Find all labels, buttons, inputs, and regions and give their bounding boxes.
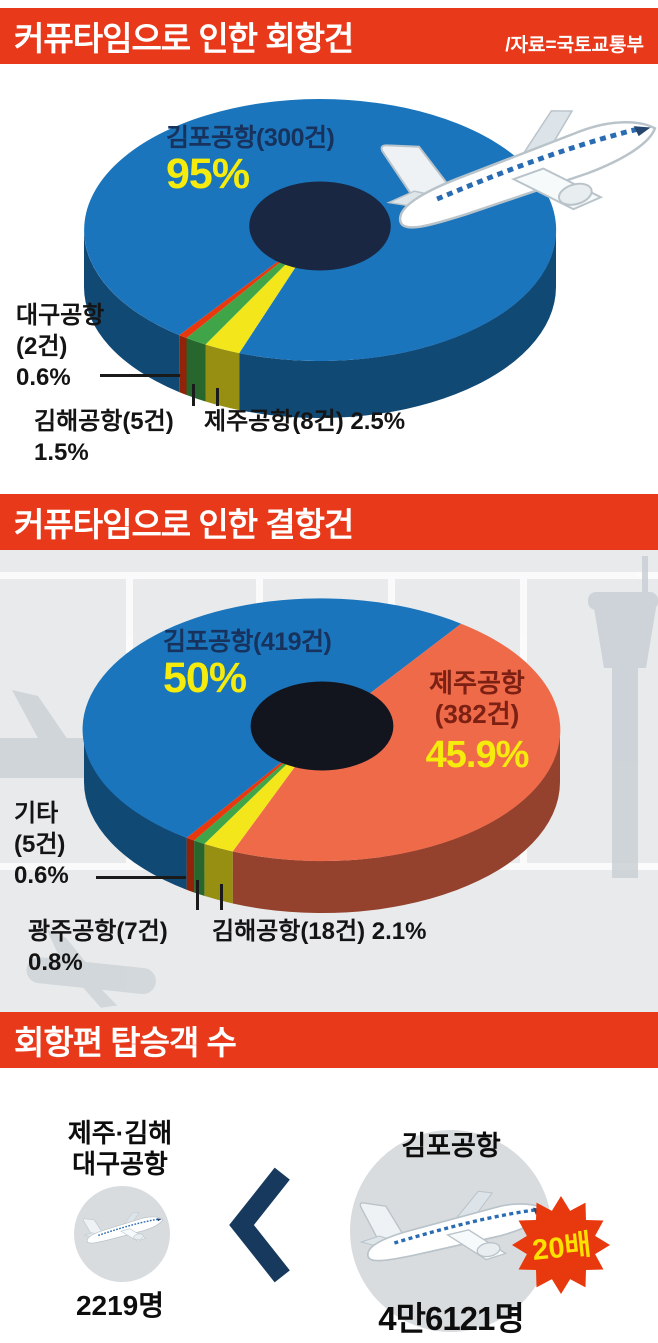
source-credit: /자료=국토교통부 (505, 35, 644, 56)
daegu-leader-line (100, 374, 180, 377)
gimhae-callout: 김해공항(5건) 1.5% (34, 406, 174, 468)
small-group-label-line2: 대구공항 (72, 1149, 168, 1179)
gimhae-name: 김해공항(5건) (34, 408, 174, 435)
section-title-passengers: 회항편 탑승객 수 (14, 1024, 237, 1061)
gimpo-divert-label: 김포공항(300건) (166, 124, 335, 152)
etc-name: 기타 (14, 800, 59, 827)
section-header-divert: 커퓨타임으로 인한 회항건 /자료=국토교통부 (0, 8, 658, 64)
etc-pct: 0.6% (14, 862, 69, 889)
small-group-value: 2219명 (75, 1290, 165, 1321)
cancel-donut-chart (82, 598, 561, 914)
jeju-cancel-name: 제주공항 (429, 668, 525, 698)
etc-cases: (5건) (14, 831, 66, 858)
jeju-cancel-cases: (382건) (434, 699, 520, 729)
divert-donut-chart (84, 99, 557, 418)
gwangju-leader-line (196, 880, 199, 910)
passenger-comparison-section: 제주·김해 대구공항 2219명 김포공항 20배 4만6121명 (0, 1068, 658, 1343)
cancel-chart-section: 김포공항(419건) 50% 제주공항 (382건) 45.9% 기타 (5건)… (0, 550, 658, 1012)
airplane-silhouette-bottom-icon (26, 929, 156, 1008)
gimhae-cancel-leader-line (220, 884, 223, 910)
etc-callout: 기타 (5건) 0.6% (14, 798, 69, 891)
daegu-name: 대구공항 (16, 302, 105, 329)
jeju-leader-line (216, 388, 219, 406)
gimpo-cancel-pct: 50% (163, 654, 247, 702)
gimhae-leader-line (192, 384, 195, 406)
jeju-cancel-callout: 제주공항 (382건) 45.9% (396, 668, 558, 777)
divert-chart-section: 김포공항(300건) 95% 대구공항 (2건) 0.6% 김해공항(5건) 1… (0, 64, 658, 494)
daegu-cases: (2건) (16, 333, 68, 360)
small-group-label-line1: 제주·김해 (67, 1118, 173, 1148)
gimhae-pct: 1.5% (34, 439, 89, 466)
jeju-label: 제주공항(8건) 2.5% (204, 408, 406, 435)
daegu-callout: 대구공항 (2건) 0.6% (16, 300, 104, 393)
jeju-callout: 제주공항(8건) 2.5% (204, 406, 405, 437)
gwangju-callout: 광주공항(7건) 0.8% (28, 916, 168, 978)
big-group-label: 김포공항 (401, 1131, 501, 1161)
etc-leader-line (96, 876, 186, 879)
section-title-cancel: 커퓨타임으로 인한 결항건 (14, 506, 354, 543)
gimhae-cancel-label: 김해공항(18건) 2.1% (212, 918, 427, 945)
comparison-chevron-icon (229, 1167, 290, 1283)
ratio-badge-text: 20배 (530, 1228, 593, 1267)
jeju-cancel-pct: 45.9% (425, 734, 530, 776)
gimpo-divert-pct: 95% (166, 150, 250, 198)
gimpo-cancel-label: 김포공항(419건) (163, 628, 332, 656)
section-header-passengers: 회항편 탑승객 수 (0, 1012, 658, 1068)
small-group-label: 제주·김해 대구공항 (28, 1118, 212, 1180)
gwangju-pct: 0.8% (28, 949, 83, 976)
gimhae-cancel-callout: 김해공항(18건) 2.1% (212, 916, 426, 947)
gwangju-name: 광주공항(7건) (28, 918, 168, 945)
big-group-value: 4만6121명 (378, 1300, 525, 1337)
daegu-pct: 0.6% (16, 364, 71, 391)
section-title-divert: 커퓨타임으로 인한 회항건 (14, 20, 354, 57)
control-tower-icon (588, 556, 658, 878)
section-header-cancel: 커퓨타임으로 인한 결항건 (0, 494, 658, 550)
